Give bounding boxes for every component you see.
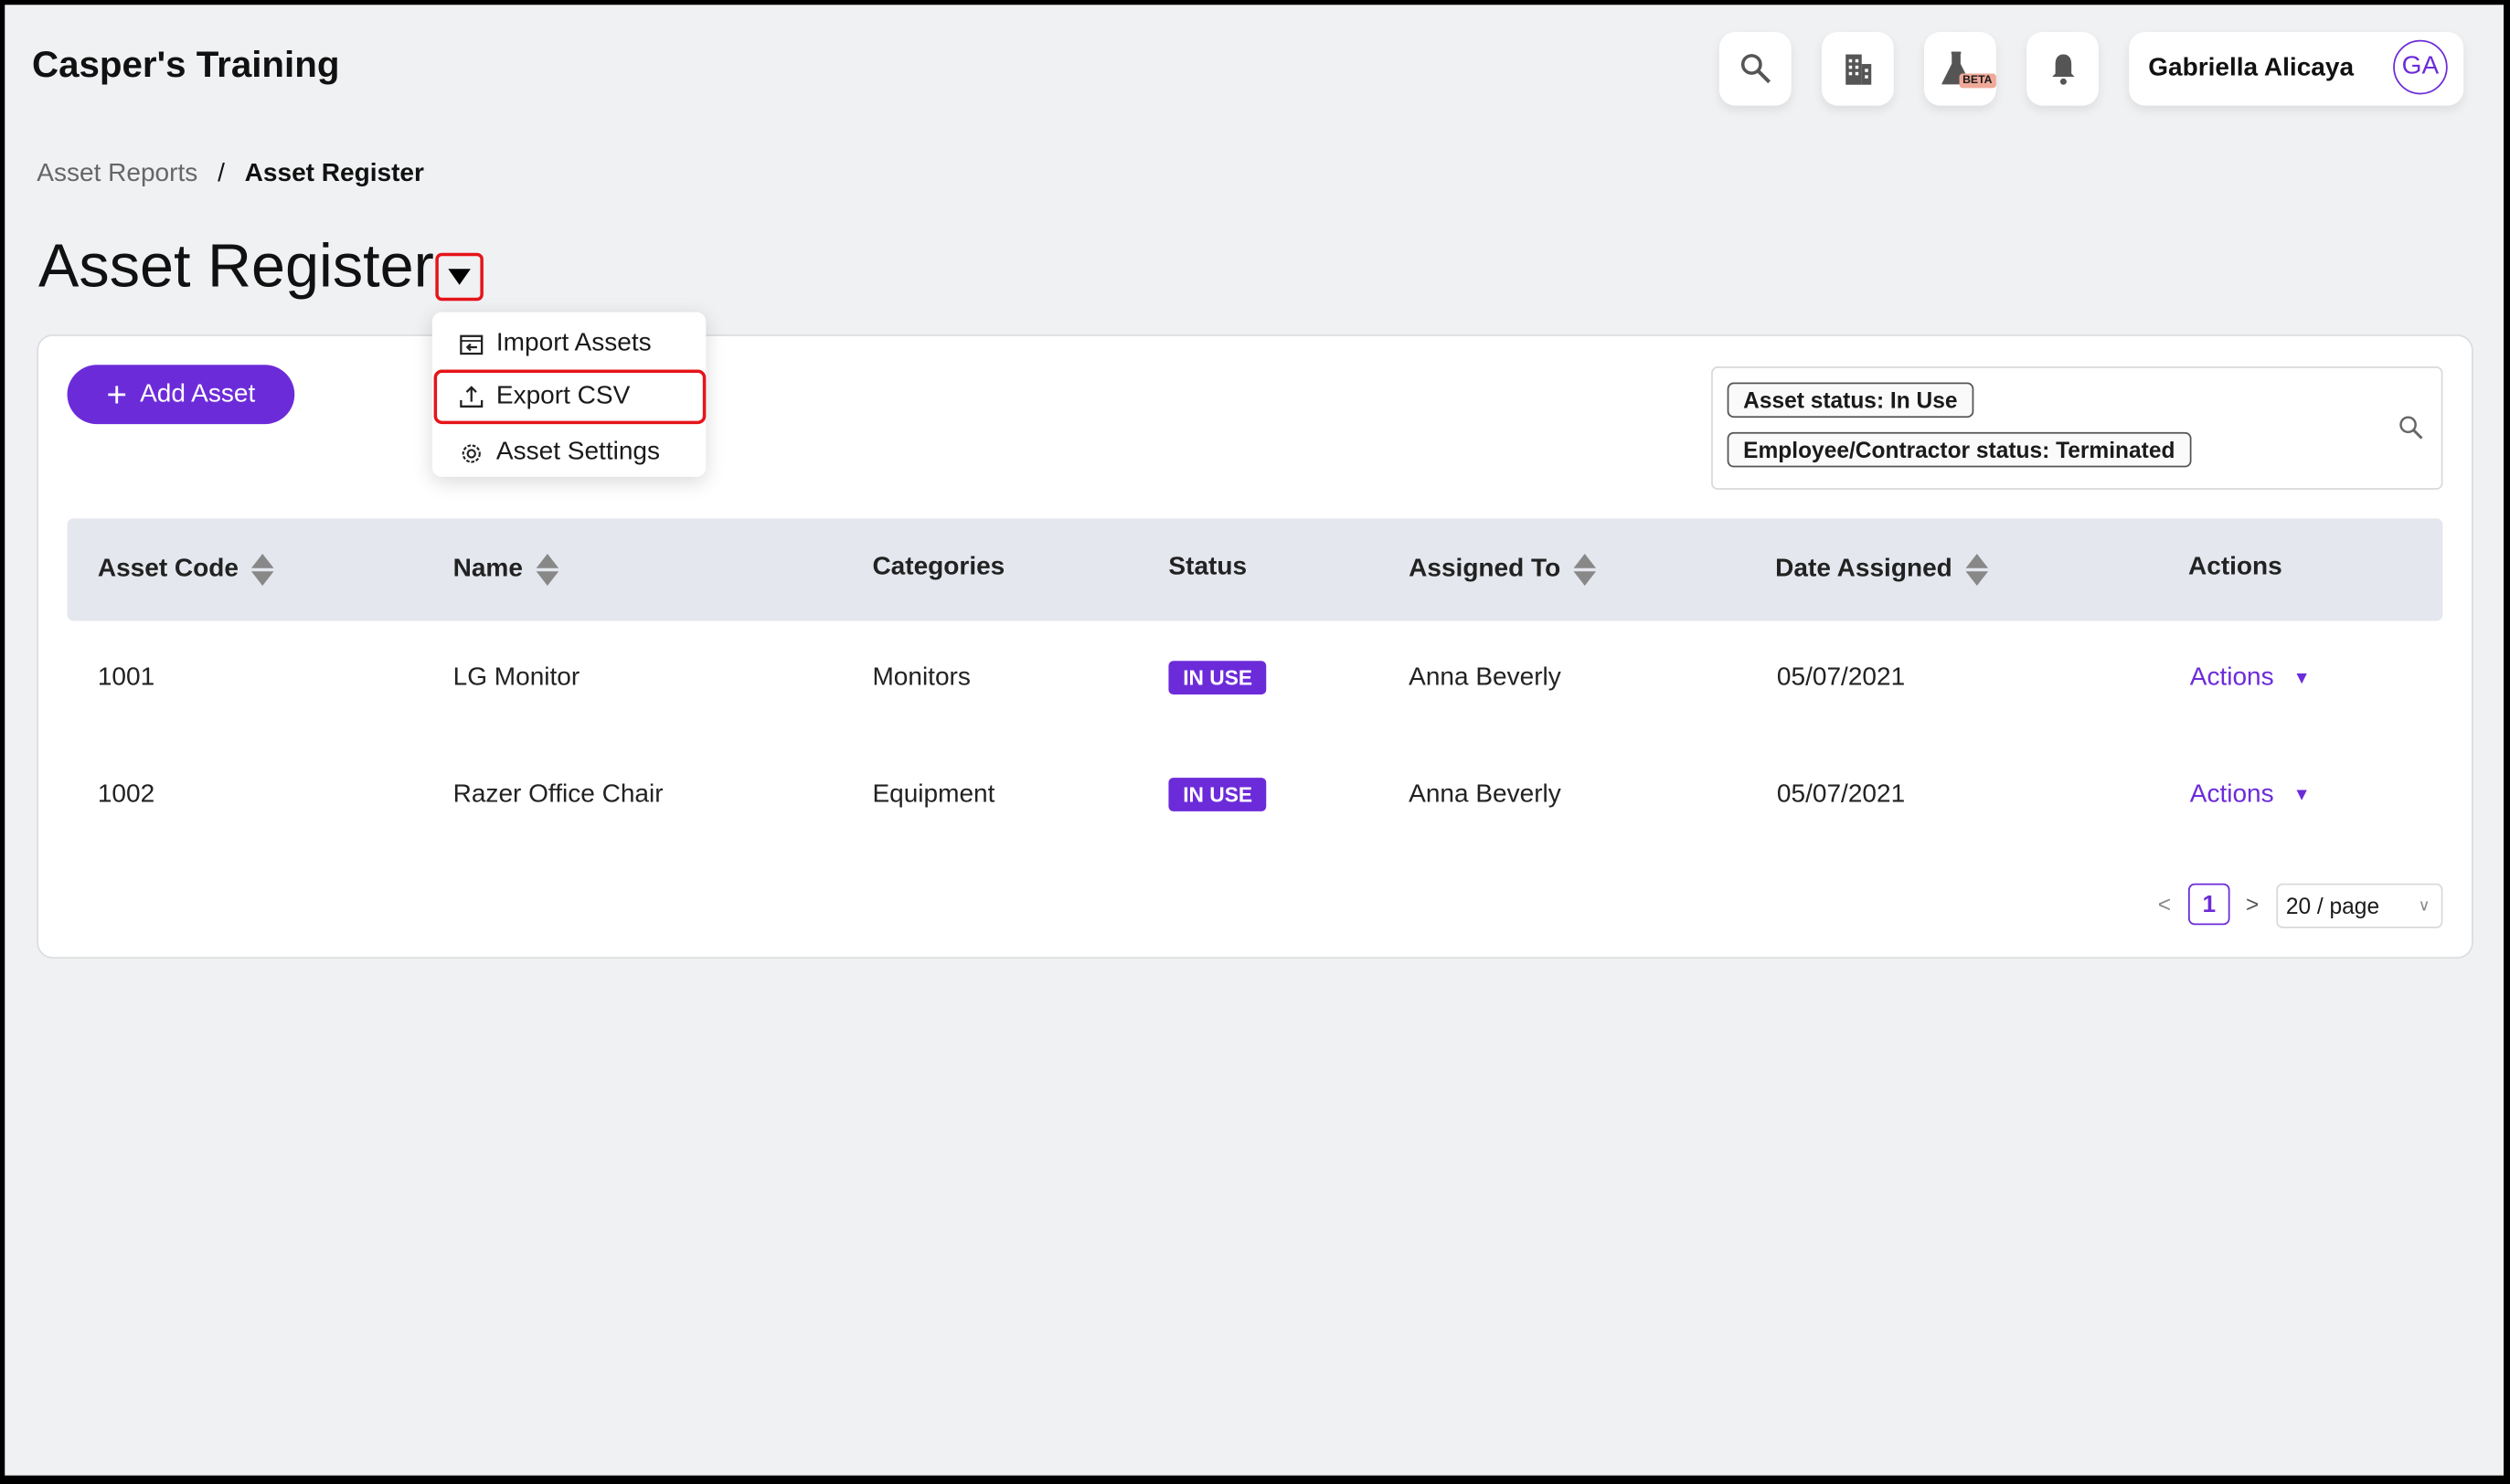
add-asset-button[interactable]: + Add Asset — [67, 365, 295, 425]
asset-name[interactable]: LG Monitor — [452, 663, 580, 692]
chevron-down-icon: ∨ — [2418, 896, 2430, 915]
assigned-to: Anna Beverly — [1409, 780, 1561, 809]
menu-item-label: Asset Settings — [495, 438, 661, 466]
actions-dropdown[interactable]: Actions ▼ — [2190, 781, 2311, 811]
menu-item-asset-settings[interactable]: Asset Settings — [432, 426, 706, 481]
breadcrumb-separator: / — [218, 160, 225, 187]
date-assigned: 05/07/2021 — [1776, 663, 1906, 692]
asset-category: Equipment — [872, 780, 995, 809]
notifications-button[interactable] — [2026, 32, 2099, 106]
page-1-button[interactable]: 1 — [2187, 883, 2230, 926]
menu-item-label: Import Assets — [495, 329, 652, 357]
sort-icon[interactable] — [1964, 553, 1988, 586]
column-date-assigned[interactable]: Date Assigned — [1775, 553, 1988, 586]
actions-label: Actions — [2189, 663, 2274, 692]
sort-icon[interactable] — [535, 553, 558, 586]
menu-item-import-assets[interactable]: Import Assets — [432, 317, 706, 372]
page-size-select[interactable]: 20 / page ∨ — [2276, 883, 2443, 928]
beta-badge: BETA — [1959, 73, 1996, 89]
actions-label: Actions — [2189, 780, 2274, 809]
menu-item-label: Export CSV — [495, 382, 631, 410]
asset-code: 1002 — [97, 780, 155, 809]
breadcrumb-current: Asset Register — [244, 160, 424, 187]
next-page-button[interactable]: > — [2246, 891, 2260, 917]
column-label: Date Assigned — [1775, 555, 1952, 583]
assigned-to: Anna Beverly — [1409, 663, 1561, 692]
column-label: Assigned To — [1409, 555, 1561, 583]
column-asset-code[interactable]: Asset Code — [97, 553, 274, 586]
column-label: Asset Code — [97, 555, 239, 583]
app-title: Casper's Training — [32, 43, 340, 85]
page-options-dropdown[interactable] — [435, 252, 484, 302]
search-button[interactable] — [1718, 32, 1792, 106]
user-name: Gabriella Alicaya — [2148, 54, 2355, 82]
column-label: Categories — [872, 553, 1005, 581]
actions-dropdown[interactable]: Actions ▼ — [2190, 664, 2311, 694]
plus-icon: + — [106, 373, 128, 414]
column-assigned-to[interactable]: Assigned To — [1409, 553, 1596, 586]
page-size-value: 20 / page — [2285, 893, 2380, 919]
company-button[interactable] — [1821, 32, 1894, 106]
column-categories: Categories — [872, 554, 1005, 583]
asset-name[interactable]: Razer Office Chair — [452, 780, 664, 809]
caret-down-icon: ▼ — [2292, 669, 2311, 689]
caret-down-icon: ▼ — [2292, 785, 2311, 805]
asset-category: Monitors — [872, 663, 971, 692]
status-badge: IN USE — [1168, 661, 1267, 695]
user-menu[interactable]: Gabriella Alicaya GA — [2129, 32, 2464, 106]
page-title: Asset Register — [38, 233, 434, 302]
caret-down-icon — [448, 269, 471, 285]
labs-button[interactable]: BETA — [1924, 32, 1996, 106]
column-label: Actions — [2187, 553, 2282, 581]
sort-icon[interactable] — [251, 553, 274, 586]
avatar: GA — [2393, 39, 2448, 95]
sort-icon[interactable] — [1573, 553, 1596, 586]
filter-tag-asset-status[interactable]: Asset status: In Use — [1727, 382, 1974, 419]
search-icon — [1740, 54, 1771, 84]
status-badge: IN USE — [1168, 778, 1267, 811]
menu-item-export-csv[interactable]: Export CSV — [433, 369, 707, 425]
column-label: Status — [1168, 553, 1248, 581]
page-options-menu: Import Assets Export CSV Asset Settings — [431, 312, 707, 477]
breadcrumb: Asset Reports / Asset Register — [37, 160, 424, 189]
filter-tag-employee-status[interactable]: Employee/Contractor status: Terminated — [1727, 431, 2191, 468]
column-actions: Actions — [2188, 554, 2282, 583]
column-label: Name — [452, 555, 523, 583]
breadcrumb-asset-reports[interactable]: Asset Reports — [37, 160, 198, 187]
import-icon — [460, 334, 484, 355]
column-name[interactable]: Name — [452, 553, 558, 586]
asset-code: 1001 — [97, 663, 155, 692]
add-asset-label: Add Asset — [140, 379, 256, 408]
search-icon[interactable] — [2398, 415, 2425, 442]
prev-page-button[interactable]: < — [2157, 891, 2172, 917]
upload-icon — [460, 386, 484, 408]
date-assigned: 05/07/2021 — [1776, 780, 1906, 809]
bell-icon — [2051, 54, 2074, 85]
table-header: Asset Code Name Categories Status Assign… — [67, 518, 2443, 621]
filter-search-box[interactable]: Asset status: In Use Employee/Contractor… — [1711, 366, 2443, 490]
building-icon — [1845, 54, 1871, 85]
gear-icon — [462, 443, 481, 462]
column-status: Status — [1168, 554, 1247, 583]
